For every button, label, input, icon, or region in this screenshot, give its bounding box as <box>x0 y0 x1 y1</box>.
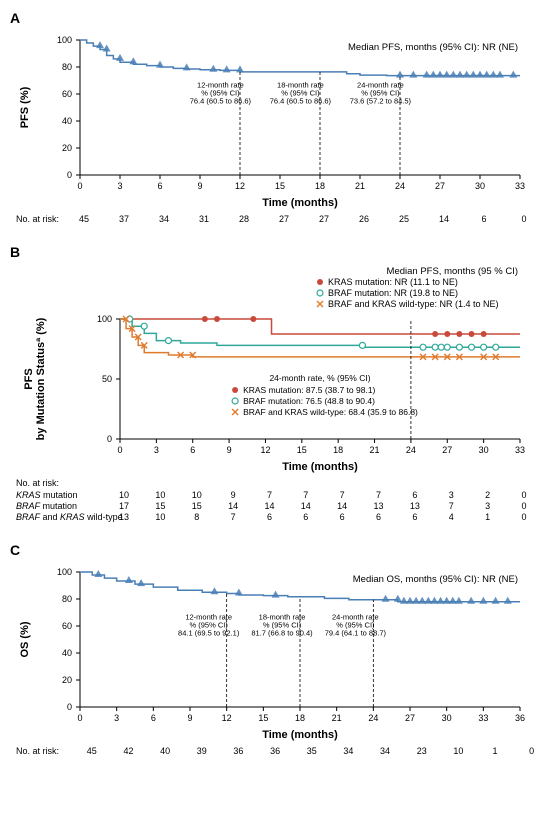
svg-text:15: 15 <box>297 445 307 455</box>
panel-letter-a: A <box>10 10 550 26</box>
km-chart-c: 0369121518212427303336Time (months)02040… <box>10 562 530 742</box>
svg-text:3: 3 <box>117 181 122 191</box>
svg-text:80: 80 <box>62 62 72 72</box>
svg-text:OS (%): OS (%) <box>19 621 31 657</box>
svg-text:100: 100 <box>57 567 72 577</box>
svg-text:24: 24 <box>406 445 416 455</box>
svg-text:100: 100 <box>97 314 112 324</box>
panel-letter-c: C <box>10 542 550 558</box>
svg-text:0: 0 <box>67 170 72 180</box>
svg-text:9: 9 <box>187 713 192 723</box>
svg-text:BRAF and KRAS wild-type: 68.4: BRAF and KRAS wild-type: 68.4 (35.9 to 8… <box>243 407 418 417</box>
svg-text:12: 12 <box>222 713 232 723</box>
risk-table-b: No. at risk: KRAS mutation10101097777632… <box>16 478 550 522</box>
svg-text:0: 0 <box>77 713 82 723</box>
svg-text:73.6 (57.2 to 84.5): 73.6 (57.2 to 84.5) <box>350 96 412 105</box>
panel-c: C 0369121518212427303336Time (months)020… <box>10 542 550 756</box>
risk-table-a: No. at risk: 4537343128272726251460 <box>16 214 550 224</box>
panel-a: A 0 3 6 9 12 15 18 21 24 27 30 33 Time (months) 0 20 40… <box>10 10 550 224</box>
svg-text:9: 9 <box>197 181 202 191</box>
svg-text:50: 50 <box>102 374 112 384</box>
svg-text:PFS (%): PFS (%) <box>19 86 31 128</box>
svg-text:33: 33 <box>515 181 525 191</box>
panel-b: B 0 3 6 9 12 15 18 21 24 27 30 33 Time (months) 0 50 10… <box>10 244 550 522</box>
svg-text:81.7 (66.8 to 90.4): 81.7 (66.8 to 90.4) <box>251 628 313 637</box>
svg-text:40: 40 <box>62 116 72 126</box>
svg-text:60: 60 <box>62 89 72 99</box>
svg-text:21: 21 <box>332 713 342 723</box>
svg-text:100: 100 <box>57 35 72 45</box>
svg-text:3: 3 <box>154 445 159 455</box>
svg-text:40: 40 <box>62 648 72 658</box>
chart-c: 0369121518212427303336Time (months)02040… <box>10 562 550 742</box>
svg-text:36: 36 <box>515 713 525 723</box>
svg-text:15: 15 <box>275 181 285 191</box>
chart-b: 0 3 6 9 12 15 18 21 24 27 30 33 Time (months) 0 50 100 P… <box>10 264 550 474</box>
svg-text:76.4 (60.5 to 86.6): 76.4 (60.5 to 86.6) <box>190 96 252 105</box>
risk-values-a: 4537343128272726251460 <box>76 214 544 224</box>
km-chart-a: 0 3 6 9 12 15 18 21 24 27 30 33 Time (months) 0 20 40 60… <box>10 30 530 210</box>
svg-text:24: 24 <box>395 181 405 191</box>
svg-text:84.1 (69.5 to 92.1): 84.1 (69.5 to 92.1) <box>178 628 240 637</box>
svg-text:12: 12 <box>260 445 270 455</box>
svg-text:3: 3 <box>114 713 119 723</box>
svg-text:BRAF and KRAS wild-type: NR (1: BRAF and KRAS wild-type: NR (1.4 to NE) <box>328 299 499 309</box>
svg-text:6: 6 <box>151 713 156 723</box>
risk-values-c: 454240393636353434231010 <box>84 746 550 756</box>
svg-text:30: 30 <box>442 713 452 723</box>
svg-text:60: 60 <box>62 621 72 631</box>
svg-text:6: 6 <box>190 445 195 455</box>
svg-text:20: 20 <box>62 143 72 153</box>
svg-text:80: 80 <box>62 594 72 604</box>
svg-text:KRAS mutation: 87.5 (38.7 to 9: KRAS mutation: 87.5 (38.7 to 98.1) <box>243 385 375 395</box>
svg-text:0: 0 <box>117 445 122 455</box>
svg-text:24-month rate, % (95% CI): 24-month rate, % (95% CI) <box>269 373 370 383</box>
svg-text:0: 0 <box>77 181 82 191</box>
svg-text:18: 18 <box>333 445 343 455</box>
svg-text:BRAF mutation: NR (19.8 to NE): BRAF mutation: NR (19.8 to NE) <box>328 288 458 298</box>
svg-text:12: 12 <box>235 181 245 191</box>
svg-text:27: 27 <box>435 181 445 191</box>
svg-text:18: 18 <box>315 181 325 191</box>
risk-rows-b: KRAS mutation101010977776320BRAF mutatio… <box>16 490 550 522</box>
svg-text:Time (months): Time (months) <box>262 197 338 209</box>
svg-text:20: 20 <box>62 675 72 685</box>
svg-text:21: 21 <box>370 445 380 455</box>
svg-text:18: 18 <box>295 713 305 723</box>
km-chart-b: 0 3 6 9 12 15 18 21 24 27 30 33 Time (months) 0 50 100 P… <box>10 264 530 474</box>
svg-text:27: 27 <box>405 713 415 723</box>
svg-text:Time (months): Time (months) <box>282 461 358 473</box>
svg-text:27: 27 <box>442 445 452 455</box>
svg-text:Median PFS, months (95% CI): N: Median PFS, months (95% CI): NR (NE) <box>348 42 518 53</box>
panel-letter-b: B <box>10 244 550 260</box>
svg-text:Time (months): Time (months) <box>262 729 338 741</box>
svg-text:30: 30 <box>475 181 485 191</box>
svg-text:33: 33 <box>515 445 525 455</box>
svg-text:Median PFS, months (95 % CI): Median PFS, months (95 % CI) <box>387 266 518 277</box>
risk-header-b: No. at risk: <box>16 478 550 488</box>
svg-text:79.4 (64.1 to 88.7): 79.4 (64.1 to 88.7) <box>325 628 387 637</box>
svg-text:24: 24 <box>368 713 378 723</box>
svg-text:PFSby Mutation Statusª (%): PFSby Mutation Statusª (%) <box>23 317 47 440</box>
chart-a: 0 3 6 9 12 15 18 21 24 27 30 33 Time (months) 0 20 40 60… <box>10 30 550 210</box>
svg-text:33: 33 <box>478 713 488 723</box>
svg-text:76.4 (60.5 to 86.6): 76.4 (60.5 to 86.6) <box>270 96 332 105</box>
svg-text:6: 6 <box>157 181 162 191</box>
svg-text:Median OS, months (95% CI): NR: Median OS, months (95% CI): NR (NE) <box>353 574 518 585</box>
svg-text:0: 0 <box>107 434 112 444</box>
risk-table-c: No. at risk: 454240393636353434231010 <box>16 746 550 756</box>
svg-text:BRAF mutation: 76.5 (48.8 to 9: BRAF mutation: 76.5 (48.8 to 90.4) <box>243 396 375 406</box>
svg-text:9: 9 <box>227 445 232 455</box>
svg-text:21: 21 <box>355 181 365 191</box>
svg-text:0: 0 <box>67 702 72 712</box>
svg-text:15: 15 <box>258 713 268 723</box>
svg-text:30: 30 <box>479 445 489 455</box>
svg-text:KRAS mutation: NR (11.1 to NE): KRAS mutation: NR (11.1 to NE) <box>328 277 458 287</box>
